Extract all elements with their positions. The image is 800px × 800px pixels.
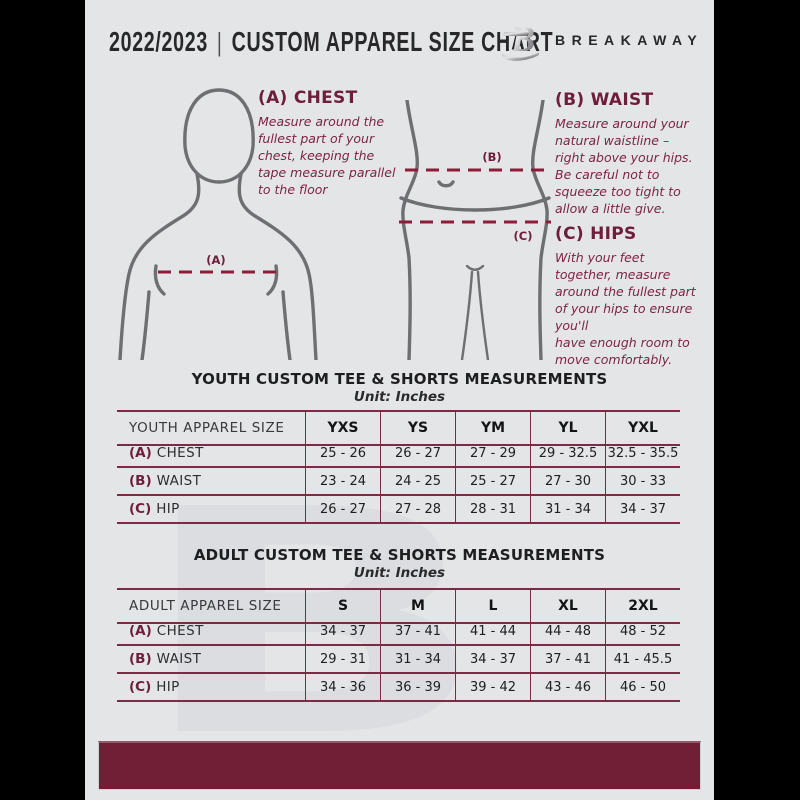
measure-label: WAIST <box>156 473 202 489</box>
waist-figure-label: (B) <box>482 150 501 164</box>
adult-column-header: 2XL <box>605 590 680 624</box>
measurement-cell: 31 - 34 <box>530 496 605 524</box>
brand-name: BREAKAWAY <box>555 32 704 48</box>
adult-section-title: ADULT CUSTOM TEE & SHORTS MEASUREMENTS <box>193 546 606 564</box>
chest-figure-label: (A) <box>206 253 225 267</box>
measurement-cell: 24 - 25 <box>380 468 455 496</box>
youth-column-header: YXS <box>305 412 380 446</box>
adult-row-label: (A) CHEST <box>117 618 305 646</box>
measure-label: HIP <box>156 679 180 695</box>
measurement-cell: 41 - 44 <box>455 618 530 646</box>
header: 2022/2023 | CUSTOM APPAREL SIZE CHART <box>109 26 553 58</box>
svg-text:B: B <box>510 19 535 59</box>
adult-section-subtitle: Unit: Inches <box>353 565 446 581</box>
measure-prefix: (C) <box>129 501 152 517</box>
measurement-cell: 25 - 26 <box>305 440 380 468</box>
adult-column-header: XL <box>530 590 605 624</box>
youth-row-label: (C) HIP <box>117 496 305 524</box>
measure-prefix: (A) <box>129 445 152 461</box>
measurement-cell: 25 - 27 <box>455 468 530 496</box>
measurement-cell: 29 - 31 <box>305 646 380 674</box>
youth-column-header: YXL <box>605 412 680 446</box>
measurement-cell: 41 - 45.5 <box>605 646 680 674</box>
footer-bar <box>98 741 701 790</box>
measure-prefix: (B) <box>129 473 152 489</box>
chest-instruction-heading: (A) CHEST <box>258 88 358 108</box>
youth-size-header-cell: YOUTH APPAREL SIZE <box>117 412 305 446</box>
adult-row-label: (C) HIP <box>117 674 305 702</box>
measurement-cell: 26 - 27 <box>305 496 380 524</box>
header-separator: | <box>217 27 223 57</box>
youth-column-header: YL <box>530 412 605 446</box>
hips-instruction-heading: (C) HIPS <box>555 224 637 244</box>
measurement-cell: 48 - 52 <box>605 618 680 646</box>
measurement-cell: 27 - 28 <box>380 496 455 524</box>
breakaway-logo-icon: B <box>502 19 539 61</box>
header-season: 2022/2023 <box>109 26 208 57</box>
chest-figure-illustration: (A) <box>118 88 318 360</box>
document-page: B 2022/2023 | CUSTOM APPAREL SIZE CHART … <box>85 0 714 800</box>
hips-figure-label: (C) <box>514 229 533 243</box>
measurement-cell: 34 - 37 <box>455 646 530 674</box>
adult-column-header: M <box>380 590 455 624</box>
adult-column-header: L <box>455 590 530 624</box>
adult-row-label: (B) WAIST <box>117 646 305 674</box>
waist-instruction-heading: (B) WAIST <box>555 90 654 110</box>
measurement-cell: 36 - 39 <box>380 674 455 702</box>
youth-section-title: YOUTH CUSTOM TEE & SHORTS MEASUREMENTS <box>191 370 608 388</box>
measure-prefix: (C) <box>129 679 152 695</box>
measure-label: CHEST <box>156 623 204 639</box>
measurement-cell: 27 - 29 <box>455 440 530 468</box>
youth-row-label: (A) CHEST <box>117 440 305 468</box>
measurement-cell: 26 - 27 <box>380 440 455 468</box>
measurement-cell: 34 - 36 <box>305 674 380 702</box>
youth-section-subtitle: Unit: Inches <box>353 389 446 405</box>
measurement-cell: 37 - 41 <box>380 618 455 646</box>
measurement-cell: 34 - 37 <box>305 618 380 646</box>
brand-watermark-letter: B <box>135 444 490 800</box>
measure-prefix: (A) <box>129 623 152 639</box>
measure-prefix: (B) <box>129 651 152 667</box>
measurement-cell: 39 - 42 <box>455 674 530 702</box>
adult-size-header-cell: ADULT APPAREL SIZE <box>117 590 305 624</box>
youth-column-header: YS <box>380 412 455 446</box>
measurement-cell: 44 - 48 <box>530 618 605 646</box>
chest-instruction-body: Measure around the fullest part of your … <box>258 114 396 197</box>
measurement-cell: 29 - 32.5 <box>530 440 605 468</box>
youth-column-header: YM <box>455 412 530 446</box>
hips-instruction-body: With your feet together, measure around … <box>555 250 696 367</box>
measure-label: WAIST <box>156 651 202 667</box>
measurement-cell: 34 - 37 <box>605 496 680 524</box>
page-title: CUSTOM APPAREL SIZE CHART <box>231 26 554 57</box>
adult-size-table: ADULT APPAREL SIZE S M L XL 2XL (A) CHES… <box>117 588 680 702</box>
youth-size-table: YOUTH APPAREL SIZE YXS YS YM YL YXL (A) … <box>117 410 680 524</box>
measurement-cell: 46 - 50 <box>605 674 680 702</box>
measurement-cell: 43 - 46 <box>530 674 605 702</box>
measurement-cell: 28 - 31 <box>455 496 530 524</box>
waist-hips-figure-illustration: (B) (C) <box>399 100 551 360</box>
measure-label: CHEST <box>156 445 204 461</box>
measurement-cell: 27 - 30 <box>530 468 605 496</box>
measurement-cell: 37 - 41 <box>530 646 605 674</box>
youth-row-label: (B) WAIST <box>117 468 305 496</box>
adult-column-header: S <box>305 590 380 624</box>
brand-logo: B BREAKAWAY <box>501 18 703 62</box>
measurement-cell: 32.5 - 35.5 <box>605 440 680 468</box>
measurement-cell: 30 - 33 <box>605 468 680 496</box>
measurement-cell: 31 - 34 <box>380 646 455 674</box>
measure-label: HIP <box>156 501 180 517</box>
waist-instruction-body: Measure around your natural waistline – … <box>555 116 693 216</box>
measurement-cell: 23 - 24 <box>305 468 380 496</box>
